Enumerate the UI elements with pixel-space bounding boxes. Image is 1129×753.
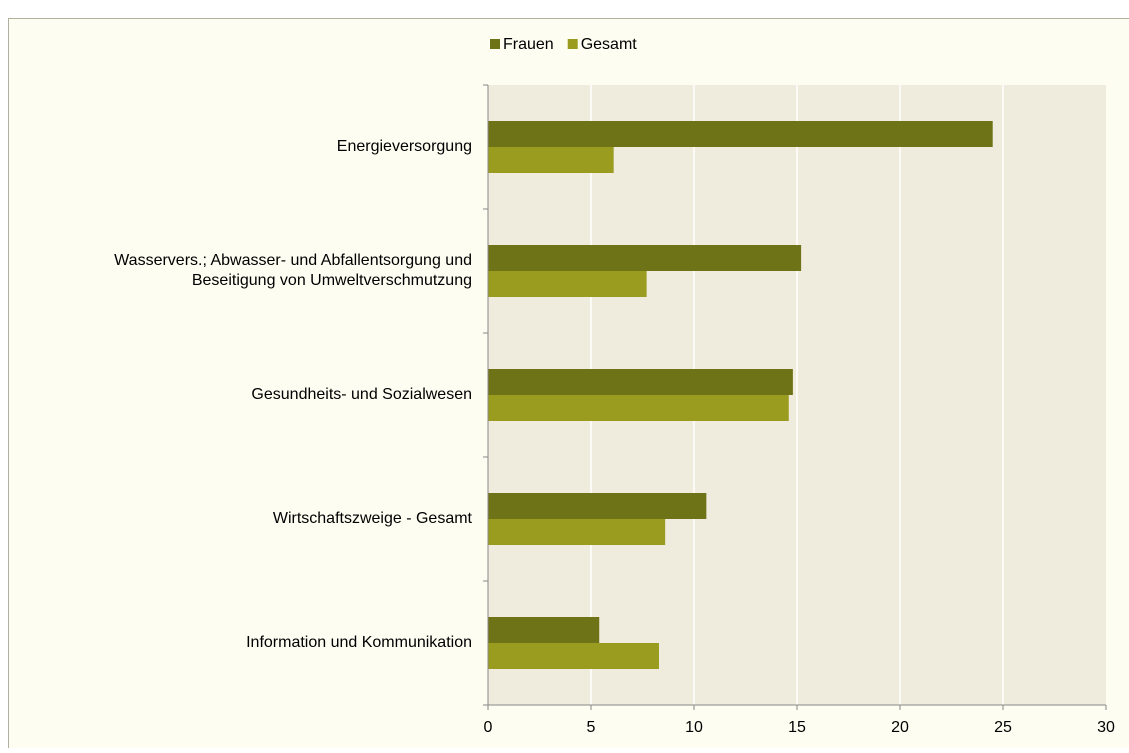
- bar: [488, 121, 993, 147]
- y-tick-label: Energieversorgung: [337, 138, 472, 155]
- x-tick-label: 0: [484, 719, 493, 736]
- x-tick-label: 15: [788, 719, 806, 736]
- x-tick-label: 20: [891, 719, 909, 736]
- bar: [488, 271, 647, 297]
- y-tick-label: Information und Kommunikation: [246, 634, 472, 651]
- legend-label: Frauen: [503, 36, 554, 53]
- bar: [488, 369, 793, 395]
- bar: [488, 493, 706, 519]
- y-tick-label: Gesundheits- und Sozialwesen: [251, 386, 472, 403]
- x-tick-label: 5: [587, 719, 596, 736]
- x-tick-label: 30: [1097, 719, 1115, 736]
- legend-label: Gesamt: [581, 36, 638, 53]
- x-tick-label: 10: [685, 719, 703, 736]
- bar: [488, 395, 789, 421]
- y-tick-label: Wirtschaftszweige - Gesamt: [273, 510, 473, 527]
- legend-swatch: [568, 39, 578, 49]
- x-tick-label: 25: [994, 719, 1012, 736]
- bar: [488, 147, 614, 173]
- bar: [488, 519, 665, 545]
- legend-swatch: [490, 39, 500, 49]
- bar: [488, 245, 801, 271]
- bar: [488, 617, 599, 643]
- bar: [488, 643, 659, 669]
